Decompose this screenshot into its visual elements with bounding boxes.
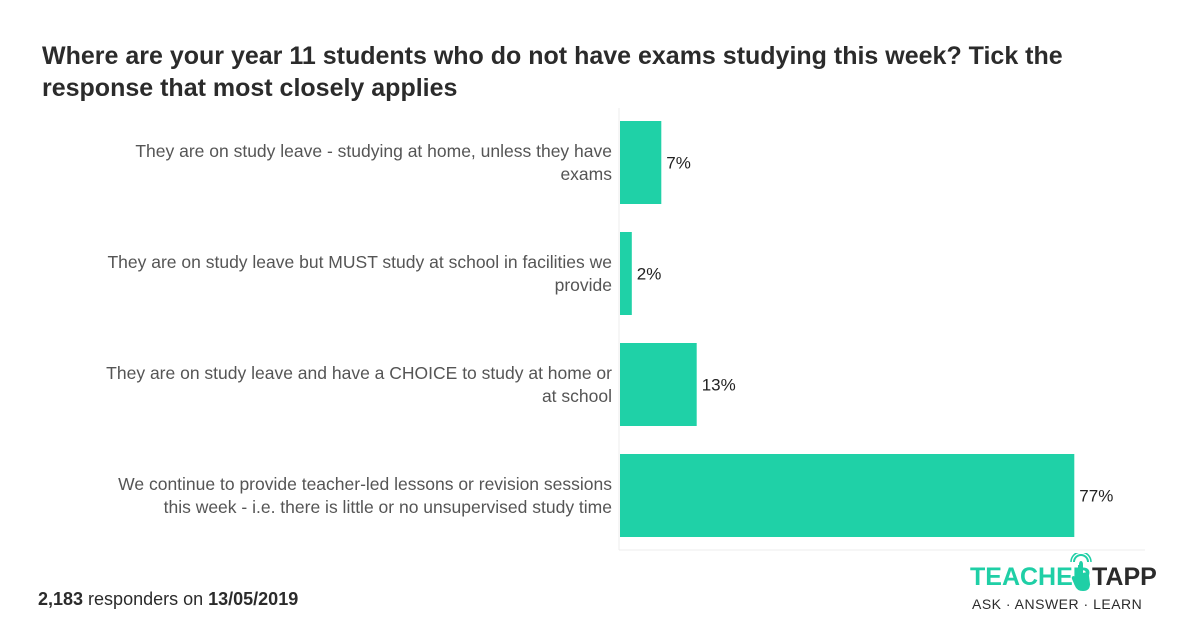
category-label-1-line-2: exams [560,164,612,184]
value-label-2: 2% [637,265,662,284]
logo-tagline: ASK · ANSWER · LEARN [972,596,1143,612]
bar-3 [620,343,697,426]
logo-word-teacher: TEACHER [970,563,1091,591]
responders-footer: 2,183 responders on 13/05/2019 [38,589,298,610]
category-label-2-line-1: They are on study leave but MUST study a… [107,252,612,272]
bar-2 [620,232,632,315]
value-label-1: 7% [666,154,691,173]
bar-4 [620,454,1075,537]
value-label-3: 13% [702,376,736,395]
tapping-hand-icon [1070,553,1092,591]
category-label-3-line-2: at school [542,386,612,406]
logo-word-tapp: TAPP [1092,563,1157,591]
category-label-4-line-2: this week - i.e. there is little or no u… [164,497,612,517]
category-label-3-line-1: They are on study leave and have a CHOIC… [106,363,612,383]
bar-1 [620,121,662,204]
category-label-4-line-1: We continue to provide teacher-led lesso… [118,474,612,494]
value-label-4: 77% [1079,487,1113,506]
survey-date: 13/05/2019 [208,589,299,609]
teacher-tapp-logo: TEACHER TAPP ASK · ANSWER · LEARN [970,553,1157,613]
responder-count: 2,183 [38,589,84,609]
category-label-2-line-2: provide [555,275,612,295]
responders-text: responders on [83,589,209,609]
chart-title: Where are your year 11 students who do n… [42,42,1063,102]
category-label-1-line-1: They are on study leave - studying at ho… [135,141,612,161]
